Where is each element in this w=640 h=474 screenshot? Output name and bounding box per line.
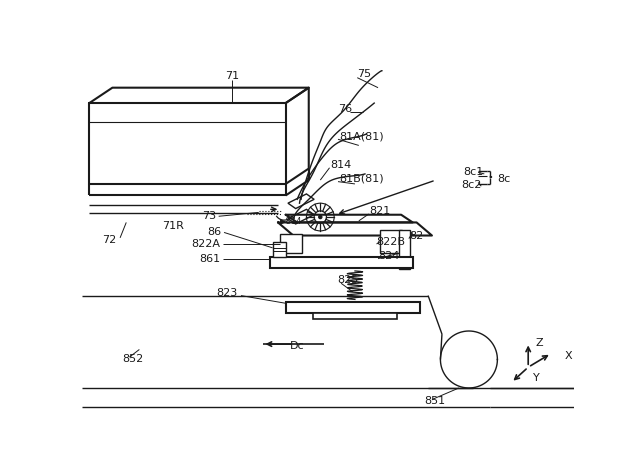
Text: 82: 82: [409, 231, 423, 241]
Text: 81B(81): 81B(81): [339, 173, 383, 183]
Text: 8c: 8c: [497, 174, 511, 184]
Text: 73: 73: [202, 211, 216, 221]
Bar: [380, 230, 402, 253]
Text: 861: 861: [199, 254, 220, 264]
Text: 8c1: 8c1: [463, 167, 484, 177]
Text: Dc: Dc: [289, 341, 304, 351]
Text: 822B: 822B: [376, 237, 406, 246]
Text: 851: 851: [424, 396, 445, 406]
Bar: [273, 242, 287, 257]
Circle shape: [319, 216, 322, 219]
Text: 852: 852: [122, 355, 143, 365]
Text: Y: Y: [533, 373, 540, 383]
Text: 71R: 71R: [163, 221, 184, 231]
Text: 825: 825: [337, 275, 358, 285]
Text: 75: 75: [357, 69, 371, 79]
Text: 86: 86: [207, 228, 221, 237]
Bar: [280, 234, 302, 253]
Text: 824: 824: [378, 251, 399, 261]
Text: 823: 823: [217, 288, 238, 298]
Text: X: X: [565, 351, 573, 361]
Bar: [312, 312, 397, 319]
Text: 8c2: 8c2: [461, 181, 481, 191]
Text: Z: Z: [536, 337, 543, 347]
Text: 76: 76: [338, 104, 352, 114]
Bar: [399, 230, 410, 269]
Text: 71: 71: [225, 71, 239, 81]
Text: ▶814: ▶814: [280, 217, 302, 226]
Text: 814: 814: [330, 160, 351, 170]
Bar: [270, 257, 413, 268]
Bar: [285, 302, 420, 312]
Text: 72: 72: [102, 235, 116, 245]
Text: 821: 821: [369, 206, 390, 216]
Text: 822A: 822A: [191, 239, 220, 249]
Text: 81A(81): 81A(81): [340, 131, 384, 141]
